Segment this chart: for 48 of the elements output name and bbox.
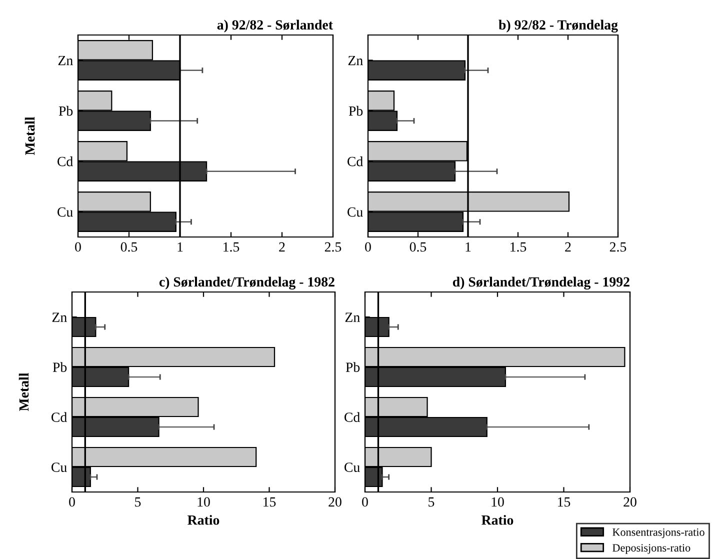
x-tick-label: 10 <box>492 497 504 507</box>
legend-label: Deposisjons-ratio <box>612 544 690 554</box>
y-axis-title: Metall <box>24 116 35 156</box>
x-tick-label: 0 <box>362 497 368 507</box>
x-axis-title: Ratio <box>482 515 514 525</box>
y-tick-label: Zn <box>52 312 67 322</box>
y-tick-label: Cd <box>348 156 363 166</box>
y-tick-label: Pb <box>52 362 67 372</box>
y-tick-label: Zn <box>345 312 360 322</box>
y-tick-label: Pb <box>348 106 363 116</box>
chart-title: c) Sørlandet/Trøndelag - 1982 <box>159 276 334 290</box>
x-tick-label: 2 <box>279 242 285 252</box>
y-tick-label: Zn <box>58 56 73 66</box>
chart-title: d) Sørlandet/Trøndelag - 1992 <box>452 276 630 290</box>
x-tick-label: 0.5 <box>410 242 426 252</box>
chart-title: b) 92/82 - Trøndelag <box>498 20 618 33</box>
x-tick-label: 0 <box>75 242 81 252</box>
x-tick-label: 15 <box>558 497 570 507</box>
y-tick-label: Cd <box>344 412 360 422</box>
x-tick-label: 1.5 <box>510 242 526 252</box>
x-tick-label: 1 <box>466 242 471 252</box>
y-tick-label: Zn <box>348 56 363 66</box>
y-tick-label: Cu <box>52 462 67 472</box>
x-tick-label: 2.5 <box>324 242 342 252</box>
y-tick-label: Cu <box>344 462 360 472</box>
y-tick-label: Cd <box>58 156 73 166</box>
y-tick-label: Cd <box>52 412 67 422</box>
x-tick-label: 0.5 <box>120 242 138 252</box>
x-tick-label: 1 <box>178 242 183 252</box>
x-tick-label: 20 <box>624 497 636 507</box>
x-axis-title: Ratio <box>188 515 220 525</box>
y-tick-label: Cu <box>348 207 363 217</box>
y-axis-title: Metall <box>18 372 29 412</box>
x-tick-label: 5 <box>428 497 434 507</box>
y-tick-label: Cu <box>58 207 73 217</box>
chart-title: a) 92/82 - Sørlandet <box>217 20 333 32</box>
x-tick-label: 2.5 <box>610 242 626 252</box>
x-tick-label: 2 <box>565 242 571 252</box>
x-tick-label: 20 <box>328 497 342 507</box>
legend-label: Konsentrasjons-ratio <box>612 528 704 538</box>
x-tick-label: 0 <box>365 242 371 252</box>
x-tick-label: 0 <box>69 497 75 507</box>
x-tick-label: 10 <box>198 497 210 507</box>
x-tick-label: 1.5 <box>224 242 240 252</box>
y-tick-label: Pb <box>346 362 360 372</box>
x-tick-label: 15 <box>264 497 276 507</box>
x-tick-label: 5 <box>135 497 141 507</box>
y-tick-label: Pb <box>58 106 73 116</box>
